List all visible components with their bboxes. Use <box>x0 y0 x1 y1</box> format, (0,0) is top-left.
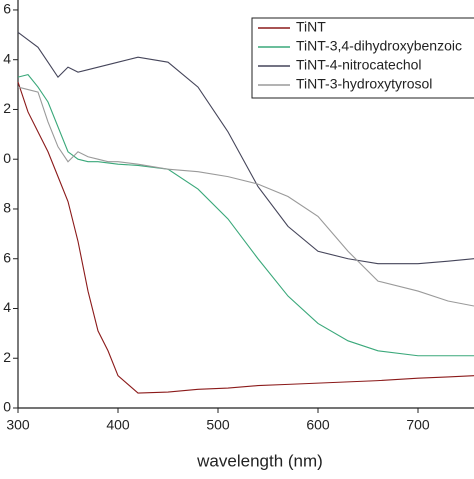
y-tick-label: 6 <box>3 1 11 17</box>
x-tick-label: 600 <box>306 417 330 433</box>
x-axis-label: wavelength (nm) <box>196 451 323 470</box>
x-tick-label: 300 <box>6 417 30 433</box>
y-tick-label: 4 <box>3 50 11 66</box>
y-tick-label: 4 <box>3 299 11 315</box>
legend-label: TiNT <box>296 19 326 35</box>
y-tick-label: 8 <box>3 200 11 216</box>
series-line <box>17 74 474 357</box>
y-tick-label: 2 <box>3 100 11 116</box>
y-tick-label: 0 <box>3 150 11 166</box>
series-line <box>17 31 474 265</box>
x-tick-label: 500 <box>206 417 230 433</box>
x-tick-label: 700 <box>406 417 430 433</box>
series-line <box>17 86 474 307</box>
legend-label: TiNT-3,4-dihydroxybenzoic <box>296 38 462 54</box>
legend-label: TiNT-3-hydroxytyrosol <box>296 76 432 92</box>
y-tick-label: 2 <box>3 349 11 365</box>
y-tick-label: 6 <box>3 249 11 265</box>
legend-label: TiNT-4-nitrocatechol <box>296 57 422 73</box>
x-tick-label: 400 <box>106 417 130 433</box>
y-tick-label: 0 <box>3 399 11 415</box>
series-line <box>17 81 474 394</box>
